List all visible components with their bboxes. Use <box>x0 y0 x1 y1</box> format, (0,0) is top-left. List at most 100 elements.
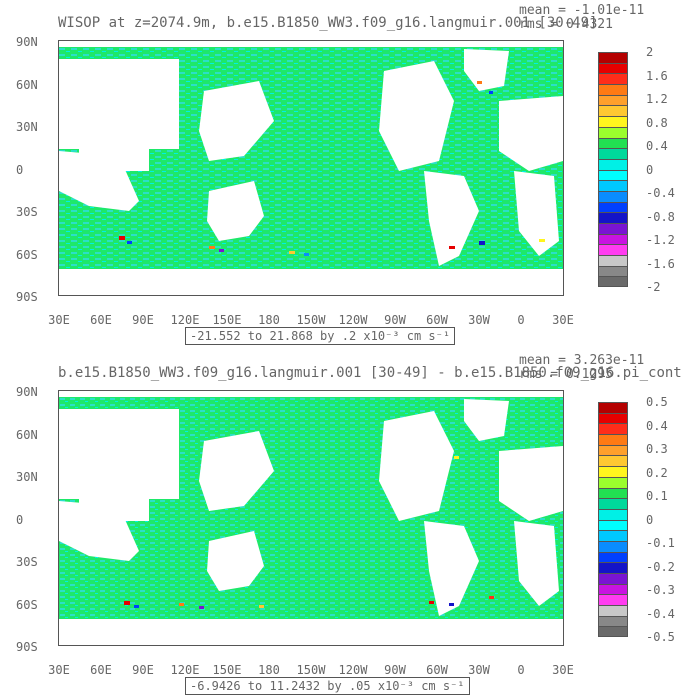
colorbar-swatch <box>598 244 628 256</box>
lon-label-180: 180 <box>258 313 280 327</box>
lon-label-150e: 150E <box>212 663 242 677</box>
lon-label-60w: 60W <box>426 663 448 677</box>
contour-range-label: -6.9426 to 11.2432 by .05 x10⁻³ cm s⁻¹ <box>185 677 470 695</box>
colorbar-swatch <box>598 455 628 467</box>
colorbar-swatch <box>598 276 628 288</box>
lat-label-eq: 0 <box>16 163 24 177</box>
lon-label-60e: 60E <box>90 663 112 677</box>
colorbar-swatch <box>598 62 628 74</box>
rms-value: rms = 0.4321 <box>519 17 613 32</box>
colorbar-swatch <box>598 583 628 595</box>
map-panel-top: WISOP at z=2074.9m, b.e15.B1850_WW3.f09_… <box>16 3 675 345</box>
lat-label-30s: 30S <box>16 205 38 219</box>
lat-label-30s: 30S <box>16 555 38 569</box>
lon-label-30e-end: 30E <box>552 313 574 327</box>
colorbar-swatch <box>598 94 628 106</box>
colorbar-label: -1.2 <box>646 233 675 247</box>
lon-label-180: 180 <box>258 663 280 677</box>
lat-label-eq: 0 <box>16 513 24 527</box>
colorbar-swatch <box>598 180 628 191</box>
lat-label-90n: 90N <box>16 35 38 49</box>
ocean-field-map <box>59 391 563 645</box>
lat-label-60n: 60N <box>16 428 38 442</box>
colorbar-label: 2 <box>646 45 654 59</box>
colorbar-label: 0 <box>646 513 654 527</box>
lon-label-150w: 150W <box>296 663 326 677</box>
lat-label-60s: 60S <box>16 248 38 262</box>
colorbar-swatch <box>598 551 628 563</box>
colorbar-label: -0.1 <box>646 536 675 550</box>
colorbar-swatch <box>598 498 628 509</box>
lon-label-90e: 90E <box>132 663 154 677</box>
lon-label-90w: 90W <box>384 663 406 677</box>
lon-label-90w: 90W <box>384 313 406 327</box>
colorbar-label: -0.2 <box>646 560 675 574</box>
lat-label-90n: 90N <box>16 385 38 399</box>
ocean-field-map <box>59 41 563 295</box>
lat-label-30n: 30N <box>16 470 38 484</box>
colorbar <box>598 402 628 638</box>
lon-label-0: 0 <box>517 663 525 677</box>
colorbar-swatch <box>598 434 628 445</box>
map-plot-area <box>58 390 564 646</box>
colorbar-swatch <box>598 402 628 413</box>
colorbar-label: -2 <box>646 280 661 294</box>
southern-ocean-anomalies <box>124 456 494 609</box>
colorbar-swatch <box>598 201 628 213</box>
colorbar-label: 0.8 <box>646 116 668 130</box>
colorbar-swatch <box>598 519 628 531</box>
colorbar-swatch <box>598 158 628 170</box>
lon-label-30w: 30W <box>468 663 490 677</box>
mean-value: mean = 3.263e-11 <box>519 353 645 368</box>
colorbar-swatch <box>598 265 628 277</box>
lon-label-150w: 150W <box>296 313 326 327</box>
colorbar-label: -0.5 <box>646 630 675 644</box>
colorbar-swatch <box>598 169 628 181</box>
mean-value: mean = -1.01e-11 <box>519 3 645 18</box>
contour-range-label: -21.552 to 21.868 by .2 x10⁻³ cm s⁻¹ <box>185 327 456 345</box>
lat-label-90s: 90S <box>16 290 38 304</box>
lat-label-30n: 30N <box>16 120 38 134</box>
colorbar-label: 0.1 <box>646 489 668 503</box>
colorbar-swatch <box>598 84 628 95</box>
rms-value: rms = 0.1295 <box>519 367 613 382</box>
colorbar-label: 1.2 <box>646 92 668 106</box>
lon-label-120e: 120E <box>170 663 200 677</box>
lon-label-150e: 150E <box>212 313 242 327</box>
colorbar-swatch <box>598 540 628 552</box>
colorbar-swatch <box>598 126 628 138</box>
colorbar-label: 0.2 <box>646 466 668 480</box>
land-masses <box>59 41 563 295</box>
map-panel-bottom: b.e15.B1850_WW3.f09_g16.langmuir.001 [30… <box>0 350 700 700</box>
colorbar-swatch <box>598 233 628 245</box>
colorbar-swatch <box>598 52 628 63</box>
colorbar-label: 1.6 <box>646 69 668 83</box>
plot-title: b.e15.B1850_WW3.f09_g16.langmuir.001 [30… <box>58 365 682 381</box>
colorbar-swatch <box>598 487 628 499</box>
colorbar-swatch <box>598 255 628 266</box>
lat-label-90s: 90S <box>16 640 38 654</box>
lon-label-0: 0 <box>517 313 525 327</box>
lon-label-60e: 60E <box>90 313 112 327</box>
colorbar-label: -0.8 <box>646 210 675 224</box>
colorbar-label: 0 <box>646 163 654 177</box>
lon-label-30e: 30E <box>48 313 70 327</box>
colorbar-label: 0.3 <box>646 442 668 456</box>
colorbar-swatch <box>598 212 628 223</box>
colorbar-swatch <box>598 615 628 627</box>
colorbar-swatch <box>598 137 628 149</box>
lon-label-120w: 120W <box>338 313 368 327</box>
colorbar-swatch <box>598 444 628 456</box>
colorbar-label: 0.4 <box>646 419 668 433</box>
colorbar-swatch <box>598 116 628 127</box>
colorbar-swatch <box>598 573 628 584</box>
map-plot-area <box>58 40 564 296</box>
lon-label-90e: 90E <box>132 313 154 327</box>
southern-ocean-anomalies <box>119 81 545 256</box>
lon-label-60w: 60W <box>426 313 448 327</box>
plot-title: WISOP at z=2074.9m, b.e15.B1850_WW3.f09_… <box>58 15 598 31</box>
colorbar-swatch <box>598 562 628 573</box>
lon-label-30e-end: 30E <box>552 663 574 677</box>
lon-label-120w: 120W <box>338 663 368 677</box>
colorbar-swatch <box>598 423 628 435</box>
